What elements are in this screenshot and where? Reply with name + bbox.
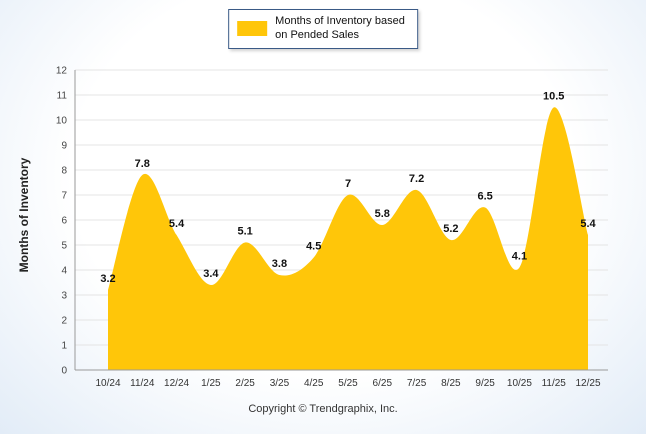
y-tick-label: 0 (61, 366, 67, 377)
x-tick-label: 4/25 (304, 378, 324, 389)
data-label: 10.5 (543, 91, 564, 103)
data-label: 7.8 (135, 158, 150, 170)
y-tick-label: 7 (61, 191, 67, 202)
area-series (108, 107, 588, 371)
y-tick-label: 1 (61, 341, 67, 352)
x-tick-label: 3/25 (270, 378, 290, 389)
data-label: 5.4 (169, 218, 185, 230)
x-tick-label: 5/25 (338, 378, 358, 389)
y-tick-label: 5 (61, 241, 67, 252)
y-tick-label: 8 (61, 166, 67, 177)
data-label: 4.1 (512, 251, 527, 263)
legend-label: Months of Inventory based on Pended Sale… (275, 15, 405, 43)
data-label: 3.8 (272, 258, 287, 270)
data-label: 7.2 (409, 173, 424, 185)
copyright-text: Copyright © Trendgraphix, Inc. (248, 403, 398, 415)
x-tick-label: 12/25 (575, 378, 600, 389)
x-tick-label: 8/25 (441, 378, 461, 389)
data-label: 3.4 (203, 268, 219, 280)
x-tick-label: 10/24 (95, 378, 120, 389)
y-tick-label: 10 (56, 116, 68, 127)
y-tick-label: 4 (61, 266, 67, 277)
x-tick-label: 10/25 (507, 378, 532, 389)
x-tick-label: 7/25 (407, 378, 427, 389)
legend-label-line2: on Pended Sales (275, 28, 359, 41)
y-tick-label: 3 (61, 291, 67, 302)
y-tick-label: 11 (57, 91, 68, 102)
x-tick-label: 2/25 (235, 378, 255, 389)
y-tick-label: 6 (61, 216, 67, 227)
x-tick-label: 11/25 (542, 378, 567, 389)
y-tick-label: 9 (61, 141, 67, 152)
data-label: 5.8 (375, 208, 390, 220)
legend-label-line1: Months of Inventory based (275, 15, 405, 27)
data-label: 5.4 (580, 218, 596, 230)
data-label: 3.2 (100, 273, 115, 285)
y-tick-label: 12 (56, 66, 68, 77)
data-label: 5.2 (443, 223, 458, 235)
data-label: 5.1 (237, 226, 252, 238)
y-tick-label: 2 (61, 316, 67, 327)
chart-legend: Months of Inventory based on Pended Sale… (228, 9, 418, 49)
data-label: 4.5 (306, 241, 321, 253)
data-label: 6.5 (477, 191, 492, 203)
x-tick-label: 11/24 (130, 378, 155, 389)
legend-color-swatch (237, 21, 268, 37)
x-tick-label: 9/25 (475, 378, 495, 389)
x-tick-label: 6/25 (373, 378, 393, 389)
x-tick-label: 12/24 (164, 378, 189, 389)
data-label: 7 (345, 178, 351, 190)
x-tick-label: 1/25 (201, 378, 221, 389)
